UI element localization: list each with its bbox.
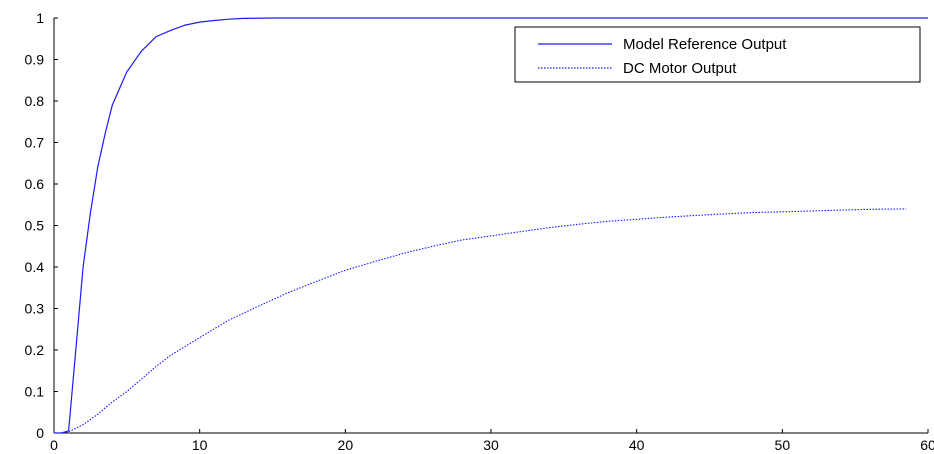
series-layer xyxy=(54,17,928,434)
x-tick-label: 30 xyxy=(483,437,499,453)
y-tick-label: 0.8 xyxy=(25,93,45,109)
y-tick-label: 1 xyxy=(36,10,44,26)
y-tick-label: 0.4 xyxy=(25,259,45,275)
legend: Model Reference Output DC Motor Output xyxy=(514,26,921,83)
x-tick-label: 20 xyxy=(338,437,354,453)
legend-label-1: DC Motor Output xyxy=(623,60,737,77)
y-tick-label: 0 xyxy=(36,425,44,441)
y-tick-label: 0.5 xyxy=(25,218,45,234)
axes: 0 10 20 30 40 50 60 0 0.1 0.2 0.3 0.4 0.5 0.6 0.7 0.8 0.… xyxy=(25,10,934,453)
series-line-0 xyxy=(54,17,928,434)
y-tick-label: 0.6 xyxy=(25,176,45,192)
x-tick-label: 60 xyxy=(920,437,934,453)
legend-box xyxy=(514,26,921,83)
y-tick-label: 0.3 xyxy=(25,301,45,317)
x-tick-label: 50 xyxy=(775,437,791,453)
x-tick-label: 40 xyxy=(629,437,645,453)
x-tick-label: 10 xyxy=(192,437,208,453)
x-tick-label: 0 xyxy=(50,437,58,453)
y-tick-label: 0.9 xyxy=(25,52,45,68)
y-tick-label: 0.2 xyxy=(25,342,45,358)
legend-label-0: Model Reference Output xyxy=(623,36,787,53)
y-tick-label: 0.1 xyxy=(25,384,45,400)
y-tick-label: 0.7 xyxy=(25,135,45,151)
